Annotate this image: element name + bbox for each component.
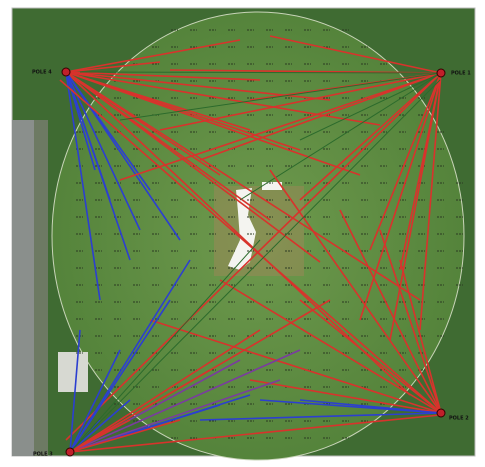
aim-line [65,71,101,301]
aim-line [65,71,361,176]
pitch-square [214,186,304,276]
aim-line [69,329,81,453]
aim-line [149,319,442,414]
aim-line [69,419,131,453]
aim-line [119,72,442,181]
aim-line [369,72,442,251]
pole-label: POLE 4 [32,70,52,76]
aim-line [79,71,442,74]
pole-label: POLE 1 [451,71,471,77]
aim-line [269,35,442,74]
aim-line [69,349,301,453]
aim-line [69,79,441,453]
white-area [262,182,282,190]
aim-line [69,329,261,453]
aim-line [299,299,442,414]
aim-line [249,379,442,414]
pole-label: POLE 2 [449,416,469,422]
pole-label: POLE 3 [33,452,53,458]
pole-marker [436,68,446,78]
grid-markers [76,29,463,439]
aim-line [65,71,411,396]
aim-line [419,72,442,331]
aim-line [59,79,442,414]
aim-line [65,39,241,73]
aim-line [69,369,211,453]
aim-line [239,72,442,201]
aim-line [69,259,191,453]
aim-line [69,414,441,453]
aim-line [65,71,131,261]
aim-line [299,72,442,141]
aim-line [119,72,442,121]
pole-marker [65,447,75,457]
aim-line [199,72,442,161]
aim-line [69,419,181,453]
road [12,120,34,456]
aiming-lines [59,35,442,453]
aim-line [65,71,151,191]
aim-line [65,71,421,301]
aim-line [199,412,442,421]
aim-line [219,279,442,414]
pole-marker [61,67,71,77]
aim-line [65,71,381,126]
building [58,352,88,392]
aim-line [69,379,281,453]
aim-line [69,399,131,453]
aim-line [65,71,321,263]
white-area [228,188,256,270]
aim-line [399,259,442,414]
aim-line [65,72,442,441]
aim-line [65,71,141,231]
poles: POLE 4 POLE 1 POLE 2 POLE 3 [32,67,471,458]
aim-line [65,61,161,73]
aim-line [339,209,442,414]
aim-line [379,229,442,414]
verge [34,120,48,456]
aim-line [299,72,442,201]
aim-line [69,349,121,453]
aim-line [299,399,442,414]
pole-marker [436,408,446,418]
aim-line [399,72,442,271]
aim-line [159,72,442,131]
aim-line [269,169,442,414]
aim-line [65,71,261,81]
aim-line [69,239,261,453]
